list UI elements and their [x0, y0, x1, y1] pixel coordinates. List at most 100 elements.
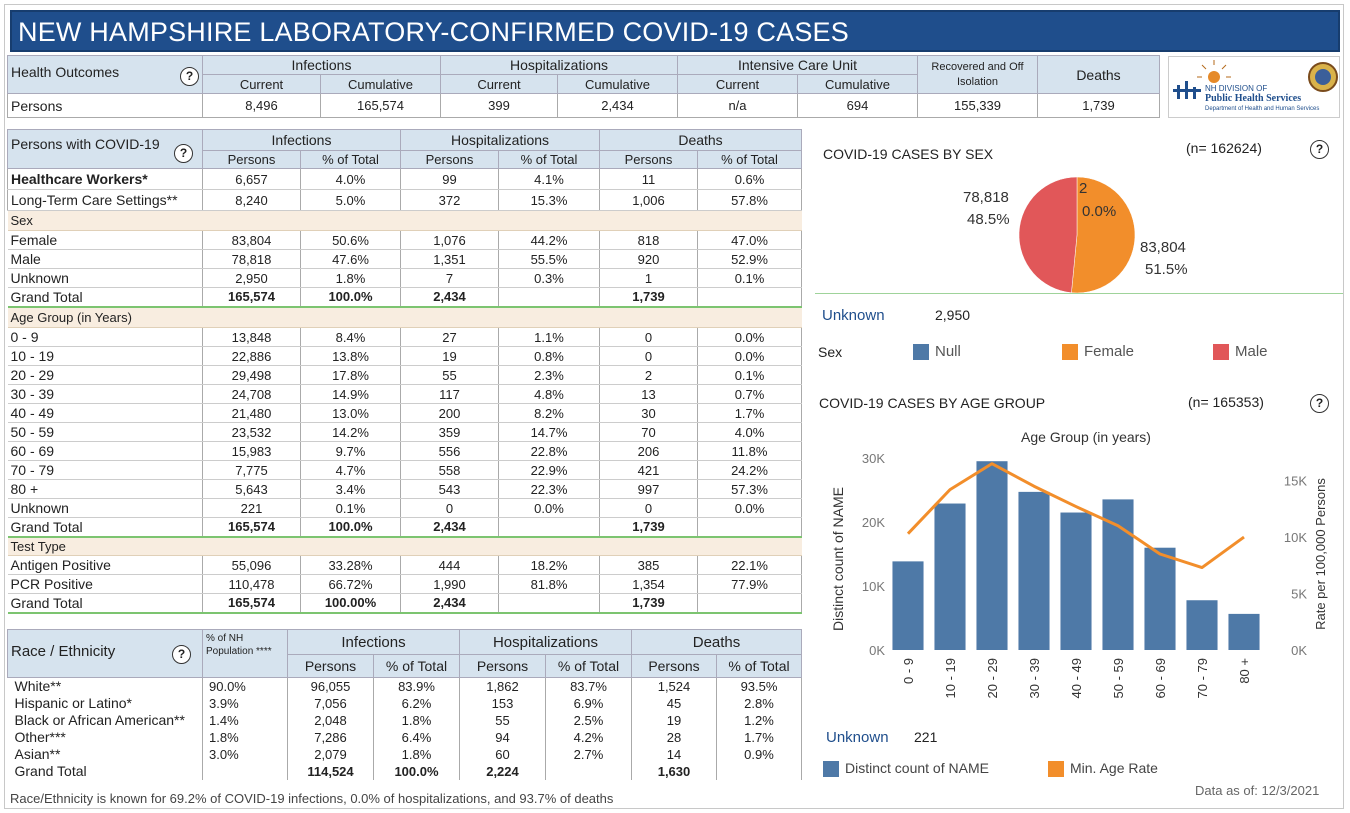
legend-female[interactable]: Female [1062, 343, 1134, 361]
cell: 444 [400, 555, 499, 575]
row-label: 20 - 29 [7, 365, 203, 385]
cell: 93.5% [716, 677, 802, 695]
cell: 2 [599, 365, 698, 385]
age-unknown-value: 221 [914, 729, 938, 745]
bar-80+[interactable] [1228, 613, 1260, 650]
cell [545, 762, 632, 780]
subheader: % of Total [696, 150, 803, 169]
legend-label: Min. Age Rate [1070, 760, 1158, 776]
help-icon[interactable]: ? [172, 645, 191, 664]
cell: 0.6% [696, 168, 803, 190]
group-header: Deaths [598, 129, 803, 151]
cell: 22.1% [696, 555, 803, 575]
x-tick-label: 70 - 79 [1195, 658, 1210, 698]
pie-slice-female[interactable] [1071, 176, 1136, 294]
row-label: Female [7, 230, 203, 250]
x-tick-label: 20 - 29 [985, 658, 1000, 698]
cell: 0.8% [498, 346, 600, 366]
cell: 83.9% [373, 677, 460, 695]
cell: 90.0% [202, 677, 288, 695]
cell: 55 [459, 711, 546, 729]
logo-line2: Public Health Services [1205, 93, 1302, 104]
bar-70-79[interactable] [1186, 600, 1218, 650]
divider [815, 293, 1343, 294]
cell: 99 [400, 168, 499, 190]
bar-20-29[interactable] [976, 461, 1008, 650]
cell: 6.2% [373, 694, 460, 712]
cell: 359 [400, 422, 499, 442]
bar-30-39[interactable] [1018, 491, 1050, 650]
y-tick-label: 0K [869, 643, 885, 658]
help-icon[interactable]: ? [1310, 394, 1329, 413]
cell [696, 287, 803, 308]
subheader: Persons [459, 654, 546, 678]
cell: 110,478 [202, 574, 301, 594]
cell: 2.7% [545, 745, 632, 763]
cell: 45 [631, 694, 717, 712]
cell: 24,708 [202, 384, 301, 404]
table-row: 0 - 9 13,848 8.4% 27 1.1% 0 0.0% [7, 327, 803, 347]
bar-60-69[interactable] [1144, 547, 1176, 650]
cell: 47.6% [300, 249, 401, 269]
cell: 55.5% [498, 249, 600, 269]
help-icon[interactable]: ? [1310, 140, 1329, 159]
legend-null[interactable]: Null [913, 343, 961, 361]
population-header: % of NH Population **** [202, 629, 288, 678]
legend-label: Male [1235, 343, 1268, 360]
table-row: Hispanic or Latino* 3.9% 7,056 6.2% 153 6.9% 4… [8, 694, 802, 712]
row-label: Other*** [14, 729, 66, 745]
age-bar-chart: Age Group (in years) Distinct count of NA… [830, 429, 1328, 698]
table-row: Asian** 3.0% 2,079 1.8% 60 2.7% 14 0.9% [8, 745, 802, 763]
cell: 114,524 [287, 762, 374, 780]
cell: 0 [599, 327, 698, 347]
cell: 0.0% [498, 498, 600, 518]
bar-10-19[interactable] [934, 503, 966, 650]
legend-count[interactable]: Distinct count of NAME [823, 760, 989, 778]
x-tick-label: 60 - 69 [1153, 658, 1168, 698]
cell: 94 [459, 728, 546, 746]
cell: 2,048 [287, 711, 374, 729]
x-tick-label: 80 + [1237, 658, 1252, 684]
rate-line[interactable] [906, 462, 1245, 570]
bar-40-49[interactable] [1060, 512, 1092, 650]
cell: 0.7% [696, 384, 803, 404]
help-icon[interactable]: ? [180, 66, 199, 86]
section-header: Sex [7, 210, 802, 231]
legend-male[interactable]: Male [1213, 343, 1268, 361]
subheader: Persons [287, 654, 374, 678]
sex-chart-n: (n= 162624) [1186, 140, 1262, 156]
subheader: Current [677, 74, 798, 94]
cell: 0 [599, 346, 698, 366]
cell: 33.28% [300, 555, 401, 575]
pie-slice-male[interactable] [1018, 176, 1078, 294]
help-icon[interactable]: ? [174, 143, 193, 163]
persons-with-covid-table: Persons with COVID-19? Infections Hospital… [7, 129, 803, 614]
group-header: Hospitalizations [400, 129, 600, 151]
bar-0-9[interactable] [892, 561, 924, 650]
y-tick-label: 10K [862, 579, 885, 594]
row-label: Black or African American** [14, 712, 185, 728]
cell: 21,480 [202, 403, 301, 423]
nh-dphs-logo: NH DIVISION OF Public Health Services De… [1168, 56, 1340, 118]
group-header: Deaths [631, 629, 802, 655]
cell: 8.2% [498, 403, 600, 423]
row-label: White** [14, 678, 62, 695]
table-row: Unknown 221 0.1% 0 0.0% 0 0.0% [7, 498, 803, 518]
sex-unknown-value: 2,950 [935, 307, 971, 323]
subheader: Persons [599, 150, 698, 169]
row-label: Persons [7, 93, 203, 118]
legend-rate[interactable]: Min. Age Rate [1048, 760, 1158, 778]
row-label: 80 + [7, 479, 203, 499]
y2-tick-label: 0K [1291, 643, 1307, 658]
page-title: NEW HAMPSHIRE LABORATORY-CONFIRMED COVID… [10, 10, 1340, 52]
legend-label: Null [935, 343, 961, 360]
cell: 11.8% [696, 441, 803, 461]
race-footnote: Race/Ethnicity is known for 69.2% of COV… [10, 791, 614, 806]
cell: 15,983 [202, 441, 301, 461]
cell: 13.0% [300, 403, 401, 423]
subheader: % of Total [716, 654, 802, 678]
cell: 2,079 [287, 745, 374, 763]
cell: 14.2% [300, 422, 401, 442]
group-header: Infections [202, 129, 401, 151]
cell [696, 593, 803, 614]
